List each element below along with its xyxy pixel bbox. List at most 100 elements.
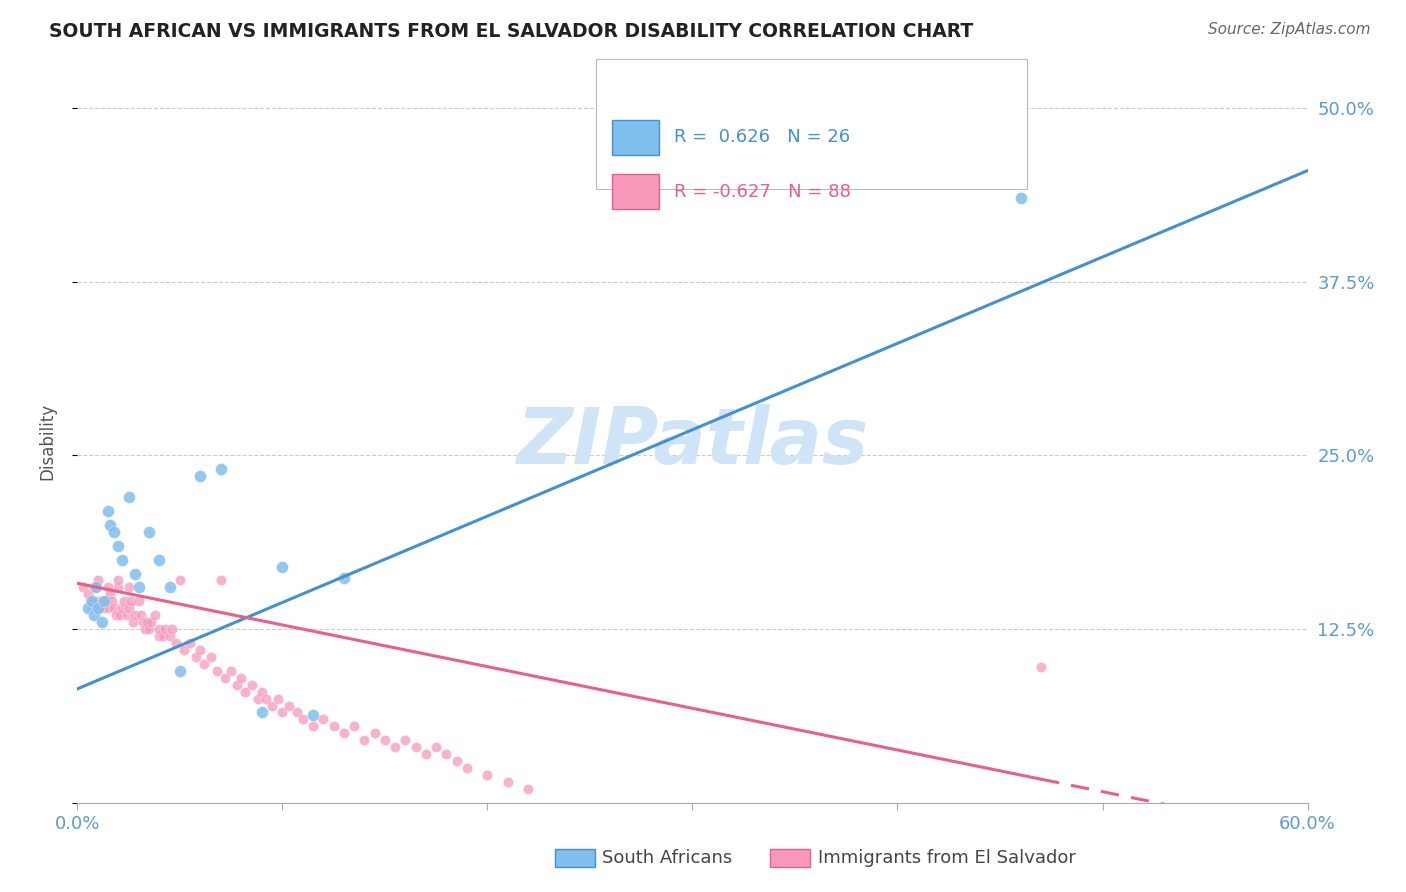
Point — [72, 581, 94, 595]
Point — [394, 733, 416, 747]
Point — [231, 671, 253, 685]
Point — [98, 517, 121, 532]
Point — [83, 608, 105, 623]
Point — [132, 615, 155, 630]
Point — [97, 504, 120, 518]
Point — [262, 698, 284, 713]
Point — [209, 462, 232, 476]
Point — [425, 740, 447, 755]
Point — [114, 594, 136, 608]
Point — [267, 691, 290, 706]
Point — [148, 629, 170, 643]
Point — [285, 706, 308, 720]
Point — [76, 601, 98, 615]
Point — [353, 733, 375, 747]
Point — [90, 594, 114, 608]
Point — [87, 594, 110, 608]
Point — [477, 768, 499, 782]
Point — [188, 643, 212, 657]
Point — [103, 524, 125, 539]
Point — [456, 761, 478, 775]
Point — [496, 775, 519, 789]
Point — [1010, 191, 1032, 205]
Point — [254, 691, 277, 706]
Point — [87, 574, 110, 588]
Point — [97, 581, 120, 595]
Point — [214, 671, 236, 685]
Text: R = -0.627   N = 88: R = -0.627 N = 88 — [673, 183, 851, 201]
Point — [79, 594, 101, 608]
Point — [302, 708, 325, 723]
Point — [136, 615, 159, 630]
Point — [89, 601, 111, 615]
Point — [517, 781, 540, 796]
Point — [226, 678, 249, 692]
Point — [111, 552, 134, 566]
Text: ZIPatlas: ZIPatlas — [516, 403, 869, 480]
Point — [101, 594, 124, 608]
Point — [124, 566, 146, 581]
FancyBboxPatch shape — [613, 120, 659, 154]
Point — [219, 664, 242, 678]
Point — [291, 713, 314, 727]
Point — [193, 657, 215, 671]
Point — [235, 684, 257, 698]
Point — [148, 552, 170, 566]
Point — [405, 740, 427, 755]
Point — [271, 559, 294, 574]
Text: R =  0.626   N = 26: R = 0.626 N = 26 — [673, 128, 851, 146]
Point — [111, 601, 134, 615]
Point — [128, 581, 150, 595]
Point — [129, 608, 152, 623]
Point — [143, 608, 166, 623]
Y-axis label: Disability: Disability — [38, 403, 56, 480]
Point — [94, 594, 117, 608]
Point — [117, 490, 139, 504]
Point — [141, 615, 163, 630]
Point — [312, 713, 335, 727]
Point — [120, 594, 142, 608]
Point — [374, 733, 396, 747]
Point — [107, 574, 129, 588]
Text: South Africans: South Africans — [602, 849, 733, 867]
Point — [107, 539, 129, 553]
Point — [117, 581, 139, 595]
Point — [384, 740, 406, 755]
Point — [271, 706, 294, 720]
Point — [343, 719, 366, 733]
Point — [446, 754, 468, 768]
Point — [173, 643, 195, 657]
Point — [115, 608, 138, 623]
Point — [205, 664, 228, 678]
Point — [90, 615, 114, 630]
Point — [97, 601, 120, 615]
Point — [124, 608, 146, 623]
Point — [98, 587, 121, 601]
Point — [436, 747, 458, 761]
Point — [1029, 659, 1052, 673]
Point — [179, 636, 201, 650]
Point — [240, 678, 263, 692]
Point — [110, 608, 132, 623]
Text: Immigrants from El Salvador: Immigrants from El Salvador — [818, 849, 1076, 867]
Point — [121, 615, 143, 630]
Point — [333, 571, 356, 585]
Point — [186, 649, 208, 664]
Point — [93, 601, 115, 615]
Point — [159, 581, 181, 595]
Point — [152, 629, 174, 643]
Point — [415, 747, 437, 761]
Point — [209, 574, 232, 588]
Point — [333, 726, 356, 740]
Point — [134, 622, 156, 636]
Point — [277, 698, 299, 713]
Point — [165, 636, 187, 650]
Point — [322, 719, 344, 733]
Point — [188, 469, 212, 483]
Point — [107, 581, 129, 595]
Point — [246, 691, 269, 706]
Point — [84, 581, 107, 595]
Point — [302, 719, 325, 733]
Point — [76, 587, 98, 601]
Point — [159, 629, 181, 643]
